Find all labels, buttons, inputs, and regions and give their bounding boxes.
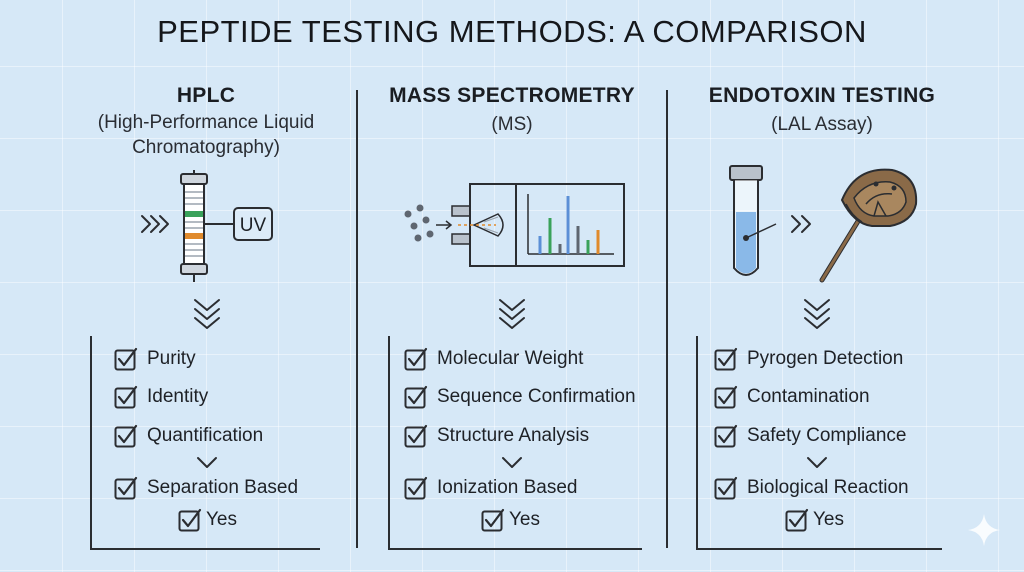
results-frame-ms <box>388 336 642 550</box>
checkbox-icon <box>714 385 738 409</box>
test-tube-icon <box>729 165 811 276</box>
list-item-label: Safety Compliance <box>747 425 907 446</box>
list-item-label: Molecular Weight <box>437 348 584 369</box>
checkbox-icon <box>714 347 738 371</box>
column-divider-2 <box>666 90 668 548</box>
list-item: Molecular Weight <box>404 347 583 371</box>
checkbox-icon <box>114 424 138 448</box>
list-item-label: Pyrogen Detection <box>747 348 904 369</box>
result-item: Yes <box>785 508 844 532</box>
list-item: Ionization Based <box>404 476 578 500</box>
checkbox-icon <box>404 385 428 409</box>
checkbox-icon <box>114 385 138 409</box>
list-item: Purity <box>114 347 196 371</box>
results-frame-hplc <box>90 336 320 550</box>
column-subtitle-line: Chromatography) <box>132 137 280 158</box>
column-endotoxin-testing: ENDOTOXIN TESTING (LAL Assay) <box>672 84 972 137</box>
chevron-down-icon <box>807 457 827 468</box>
list-item: Pyrogen Detection <box>714 347 903 371</box>
horseshoe-crab-icon <box>819 168 918 283</box>
list-item: Quantification <box>114 424 263 448</box>
uv-detector-label: UV <box>240 215 267 236</box>
chevron-down-icon <box>499 299 525 329</box>
checkbox-icon <box>404 347 428 371</box>
list-item-label: Quantification <box>147 425 264 446</box>
list-item: Structure Analysis <box>404 424 589 448</box>
page-title: PEPTIDE TESTING METHODS: A COMPARISON <box>157 14 867 49</box>
list-item-label: Structure Analysis <box>437 425 590 446</box>
checkbox-icon <box>114 476 138 500</box>
chevron-down-icon <box>197 457 217 468</box>
sparkle-icon <box>968 514 1000 546</box>
chevron-down-icon <box>194 299 220 329</box>
result-item: Yes <box>481 508 540 532</box>
list-item-label: Separation Based <box>147 477 299 498</box>
list-item-label: Identity <box>147 386 209 407</box>
list-item: Contamination <box>714 385 870 409</box>
column-heading: HPLC <box>176 84 236 107</box>
checkbox-icon <box>404 476 428 500</box>
column-mass-spectrometry: MASS SPECTROMETRY (MS) <box>362 84 662 137</box>
results-frame-endotoxin <box>696 336 942 550</box>
chevron-down-icon <box>804 299 830 329</box>
checkbox-icon <box>481 508 505 532</box>
column-divider-1 <box>356 90 358 548</box>
list-item: Safety Compliance <box>714 424 906 448</box>
list-item-label: Contamination <box>747 386 870 407</box>
column-subtitle-line: (MS) <box>491 114 533 135</box>
list-item-label: Sequence Confirmation <box>437 386 636 407</box>
list-item: Separation Based <box>114 476 298 500</box>
result-label: Yes <box>206 509 237 530</box>
mass-spectrometer-icon <box>404 183 625 267</box>
checkbox-icon <box>404 424 428 448</box>
checkbox-icon <box>785 508 809 532</box>
result-label: Yes <box>509 509 540 530</box>
column-subtitle-line: (High-Performance Liquid <box>97 112 315 133</box>
list-item: Sequence Confirmation <box>404 385 636 409</box>
checkbox-icon <box>714 476 738 500</box>
checkbox-icon <box>114 347 138 371</box>
list-item: Biological Reaction <box>714 476 909 500</box>
result-item: Yes <box>178 508 237 532</box>
result-label: Yes <box>813 509 844 530</box>
column-hplc: HPLC (High-Performance Liquid Chromatogr… <box>56 84 356 160</box>
column-heading: ENDOTOXIN TESTING <box>708 84 936 107</box>
checkbox-icon <box>178 508 202 532</box>
chromatography-column-icon: UV <box>141 170 273 282</box>
chevron-down-icon <box>502 457 522 468</box>
column-heading: MASS SPECTROMETRY <box>389 84 635 107</box>
column-subtitle-line: (LAL Assay) <box>771 114 873 135</box>
list-item-label: Biological Reaction <box>747 477 909 498</box>
list-item: Identity <box>114 385 208 409</box>
list-item-label: Ionization Based <box>437 477 578 498</box>
list-item-label: Purity <box>147 348 196 369</box>
checkbox-icon <box>714 424 738 448</box>
